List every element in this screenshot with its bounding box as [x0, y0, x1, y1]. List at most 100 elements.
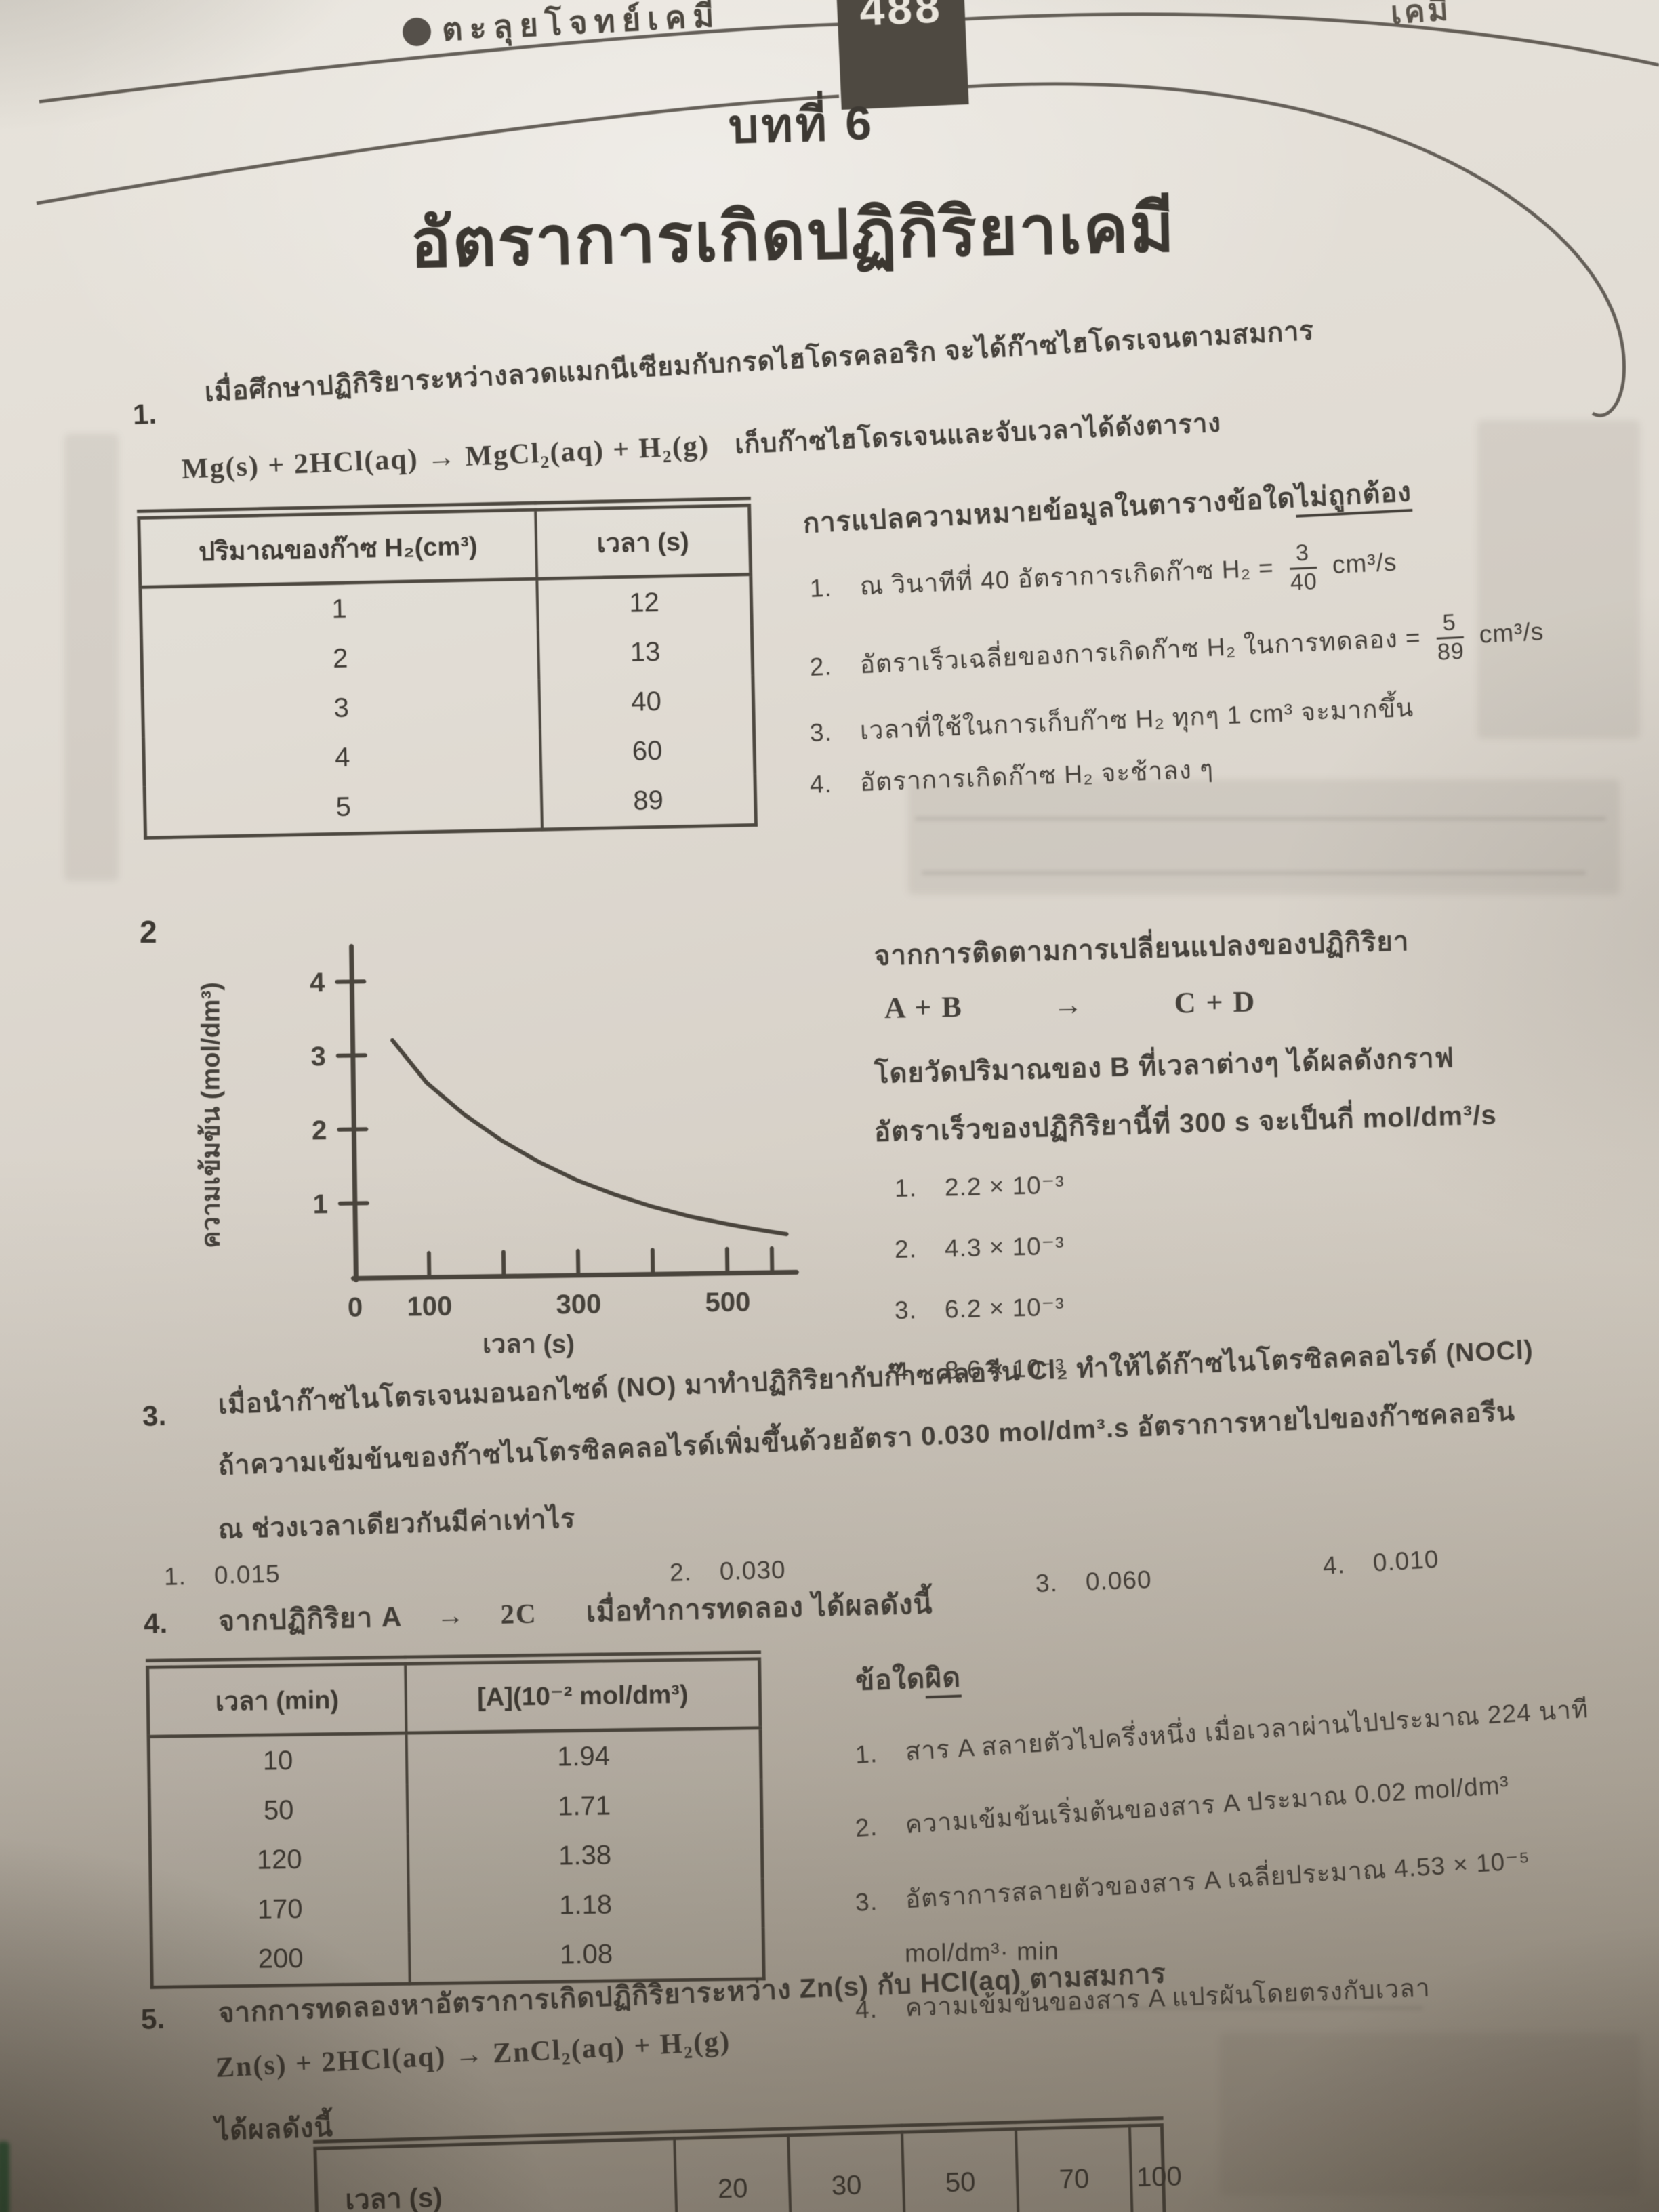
choice-number: 3. — [854, 1887, 879, 1917]
q2-choice-3: 3. 6.2 × 10⁻³ — [895, 1292, 1065, 1325]
table-cell: 1.38 — [558, 1840, 612, 1871]
q2-choice-2: 2. 4.3 × 10⁻³ — [895, 1231, 1065, 1264]
choice-text: อัตราการเกิดก๊าซ H₂ จะช้าลง ๆ — [859, 755, 1214, 797]
svg-text:1: 1 — [312, 1189, 328, 1219]
fraction: 5 89 — [1435, 609, 1465, 665]
q1-col2-header: เวลา (s) — [596, 527, 690, 558]
equation-left: A + B — [884, 989, 964, 1025]
fraction-denominator: 40 — [1290, 568, 1318, 596]
table-cell: 2 — [141, 630, 539, 688]
table-cell: 1.18 — [558, 1889, 613, 1921]
fraction-numerator: 5 — [1435, 609, 1464, 640]
q4-number: 4. — [143, 1607, 168, 1639]
q3-choice-2: 2. 0.030 — [669, 1556, 786, 1587]
choice-unit: cm³/s — [1332, 548, 1398, 579]
svg-text:0: 0 — [348, 1292, 363, 1322]
table-cell: 20 — [674, 2131, 792, 2212]
header-right-partial-title: เคมี — [1389, 0, 1452, 31]
table-cell: 12 — [628, 587, 660, 618]
q5-number: 5. — [140, 2002, 165, 2035]
q2-choice-1: 1. 2.2 × 10⁻³ — [895, 1170, 1065, 1203]
choice-number: 4. — [809, 769, 833, 798]
q5-row-header: เวลา (s) — [314, 2135, 678, 2212]
q2-xlabel: เวลา (s) — [483, 1330, 575, 1359]
fraction-numerator: 3 — [1288, 540, 1317, 570]
chapter-label: บทที่ 6 — [728, 96, 876, 153]
choice-number: 1. — [894, 1174, 918, 1202]
bullet-dot-icon — [403, 18, 431, 46]
q4-question: ข้อใดผิด — [855, 1656, 962, 1703]
choice-text: 6.2 × 10⁻³ — [944, 1292, 1065, 1324]
background-object-sliver — [0, 2142, 9, 2212]
arrow-icon: → — [1052, 987, 1085, 1022]
choice-text: 0.060 — [1085, 1565, 1153, 1596]
q2-number: 2 — [140, 914, 157, 949]
q4-prompt-part1: จากปฏิกิริยา A — [218, 1601, 402, 1637]
choice-number: 4. — [1322, 1551, 1347, 1580]
table-row: 170 1.18 — [150, 1878, 763, 1936]
table-cell: 3 — [142, 679, 540, 737]
table-cell: 10 — [148, 1733, 407, 1788]
choice-number: 3. — [809, 718, 833, 747]
y-axis — [349, 944, 359, 1282]
svg-text:500: 500 — [705, 1287, 750, 1317]
choice-number: 2. — [854, 1812, 879, 1842]
choice-unit: cm³/s — [1478, 617, 1545, 649]
table-cell: 5 — [144, 778, 543, 838]
q1-number: 1. — [132, 397, 157, 430]
svg-text:100: 100 — [407, 1292, 452, 1322]
q4-table: เวลา (min) [A](10⁻² mol/dm³) 10 1.94 50 … — [146, 1650, 766, 1989]
table-cell: 170 — [150, 1883, 409, 1936]
table-row: 10 1.94 — [148, 1728, 761, 1788]
q1-table-header: ปริมาณของก๊าซ H₂(cm³) เวลา (s) — [138, 501, 751, 588]
arrow-icon: → — [436, 1599, 466, 1632]
table-cell: 4 — [143, 729, 541, 787]
q2-ylabel: ความเข้มข้น (mol/dm³) — [197, 982, 226, 1248]
fraction-denominator: 89 — [1436, 638, 1465, 665]
table-cell: 50 — [901, 2125, 1019, 2212]
q2-equation: A + B → C + D — [884, 984, 1256, 1025]
q3-choice-3: 3. 0.060 — [1035, 1565, 1152, 1598]
choice-text: 0.015 — [213, 1559, 281, 1590]
table-cell: 60 — [632, 735, 663, 766]
q3-choice-1: 1. 0.015 — [163, 1560, 281, 1591]
q4-question-prefix: ข้อใด — [855, 1662, 926, 1696]
q4-table-header: เวลา (min) [A](10⁻² mol/dm³) — [147, 1655, 761, 1737]
choice-text: 0.010 — [1372, 1544, 1440, 1577]
table-cell: 1.71 — [557, 1790, 611, 1822]
svg-text:3: 3 — [310, 1042, 326, 1071]
q1-col1-header: ปริมาณของก๊าซ H₂(cm³) — [138, 506, 537, 588]
table-cell: 1 — [140, 579, 538, 638]
q2-graph: 1 2 3 4 0 100 300 500 — [310, 944, 799, 1323]
table-cell: 50 — [149, 1784, 408, 1837]
page-title: อัตราการเกิดปฏิกิริยาเคมี — [409, 190, 1176, 282]
page-number: 488 — [858, 0, 944, 35]
choice-number: 1. — [854, 1739, 879, 1769]
table-cell: 70 — [1015, 2122, 1133, 2212]
choice-number: 2. — [808, 652, 833, 681]
table-row: 120 1.38 — [150, 1828, 762, 1887]
equation-right: C + D — [1174, 985, 1256, 1020]
table-cell: 13 — [630, 636, 661, 668]
q4-prompt-part3: เมื่อทำการทดลอง ได้ผลดังนี้ — [586, 1588, 933, 1628]
q4-question-underlined: ผิด — [924, 1661, 962, 1699]
table-cell: 40 — [630, 686, 662, 717]
axis-ticks — [335, 979, 775, 1278]
q1-question-underlined: ไม่ถูกต้อง — [1294, 476, 1413, 518]
q3-number: 3. — [142, 1399, 167, 1432]
x-axis — [350, 1269, 799, 1282]
table-cell: 200 — [151, 1932, 410, 1988]
fraction: 3 40 — [1288, 540, 1318, 596]
choice-text: ณ วินาทีที่ 40 อัตราการเกิดก๊าซ H₂ = — [859, 553, 1275, 600]
choice-number: 3. — [894, 1296, 918, 1324]
axis-tick-labels: 1 2 3 4 0 100 300 500 — [310, 968, 751, 1323]
choice-number: 1. — [163, 1562, 187, 1591]
choice-text: 0.030 — [719, 1555, 787, 1586]
table-cell: 100 — [1136, 2160, 1183, 2192]
table-cell: 89 — [632, 785, 664, 816]
q1-table: ปริมาณของก๊าซ H₂(cm³) เวลา (s) 1 12 2 13… — [137, 497, 758, 840]
choice-number: 2. — [894, 1235, 918, 1263]
table-cell: 120 — [150, 1833, 409, 1887]
choice-number: 2. — [669, 1558, 693, 1586]
